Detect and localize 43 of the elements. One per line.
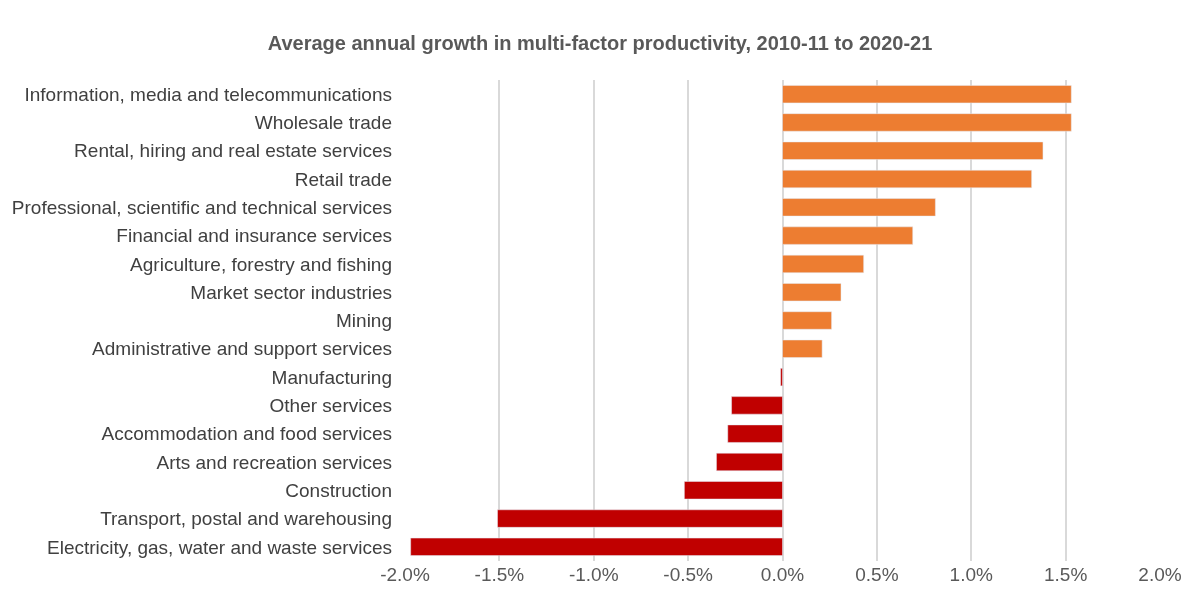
x-tick-label: 1.5% — [1043, 564, 1088, 585]
y-tick-label: Manufacturing — [271, 366, 392, 388]
y-tick-label: Rental, hiring and real estate services — [74, 140, 392, 162]
x-tick-label: 0.0% — [760, 564, 805, 585]
bar — [727, 424, 783, 443]
bar — [782, 141, 1044, 160]
bar — [782, 85, 1072, 104]
y-tick-label: Market sector industries — [190, 281, 392, 303]
bar — [782, 283, 842, 302]
bar — [782, 339, 823, 358]
bar — [782, 170, 1032, 189]
x-tick-label: -1.0% — [568, 564, 619, 585]
y-tick-label: Financial and insurance services — [116, 225, 392, 247]
y-tick-label: Construction — [285, 479, 392, 501]
bar — [497, 509, 783, 528]
bar — [410, 537, 783, 556]
bar — [782, 113, 1072, 132]
y-tick-label: Professional, scientific and technical services — [11, 196, 392, 218]
x-tick-label: -0.5% — [663, 564, 714, 585]
y-tick-label: Mining — [336, 310, 392, 332]
y-tick-label: Administrative and support services — [92, 338, 392, 360]
bar — [731, 396, 783, 415]
bar — [782, 311, 832, 330]
chart-title: Average annual growth in multi-factor productivity, 2010-11 to 2020-21 — [267, 32, 933, 55]
y-tick-label: Retail trade — [294, 168, 392, 190]
bar — [782, 198, 936, 217]
x-tick-label: 0.5% — [855, 564, 899, 585]
y-tick-label: Accommodation and food services — [101, 423, 392, 445]
x-tick-label: 2.0% — [1138, 564, 1182, 585]
x-tick-label: -1.5% — [474, 564, 525, 585]
x-tick-label: -2.0% — [380, 564, 430, 585]
y-tick-label: Information, media and telecommunications — [24, 83, 392, 105]
bar — [716, 452, 783, 471]
x-tick-label: 1.0% — [949, 564, 994, 585]
y-tick-label: Electricity, gas, water and waste services — [47, 536, 392, 558]
y-tick-label: Wholesale trade — [254, 112, 392, 134]
bar — [684, 481, 783, 500]
bar — [782, 254, 864, 273]
bar — [782, 226, 913, 245]
y-tick-label: Agriculture, forestry and fishing — [130, 253, 392, 275]
y-tick-label: Arts and recreation services — [156, 451, 392, 473]
y-tick-label: Other services — [269, 395, 392, 417]
y-tick-label: Transport, postal and warehousing — [100, 508, 392, 530]
